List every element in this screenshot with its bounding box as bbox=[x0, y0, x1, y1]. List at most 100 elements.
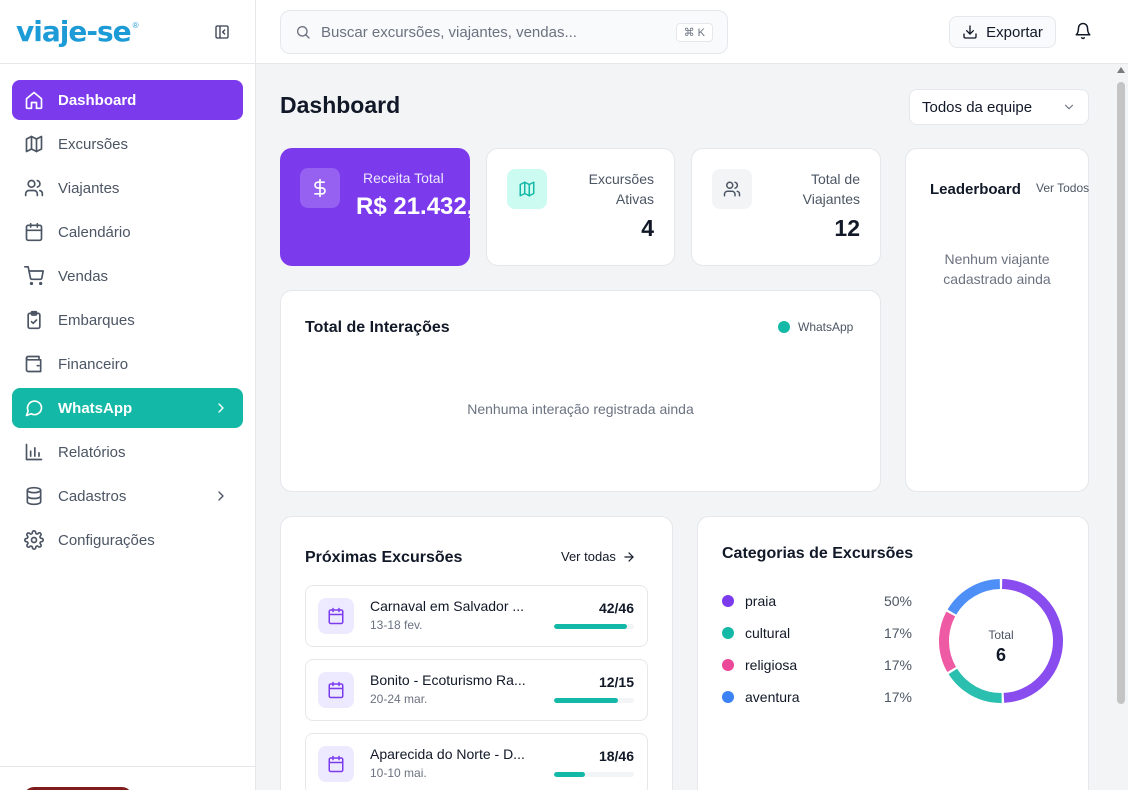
bar-chart-icon bbox=[25, 443, 43, 461]
trip-occupancy: 18/46 bbox=[598, 748, 634, 764]
revenue-card: Receita Total R$ 21.432,00 bbox=[280, 148, 470, 266]
chevron-down-icon bbox=[1064, 104, 1074, 110]
map-icon bbox=[507, 169, 547, 209]
calendar-icon bbox=[318, 672, 354, 708]
trip-occupancy: 42/46 bbox=[598, 600, 634, 616]
sidebar-item-label: Relatórios bbox=[58, 443, 126, 461]
total-travelers-label: Total de Viajantes bbox=[802, 171, 860, 207]
revenue-label: Receita Total bbox=[363, 170, 444, 186]
trip-progress-fill bbox=[554, 624, 628, 629]
revenue-value: R$ 21.432,00 bbox=[356, 193, 470, 220]
clipboard-check-icon bbox=[27, 310, 41, 330]
trip-item[interactable]: Bonito - Ecoturismo Ra... 20-24 mar. 12/… bbox=[305, 659, 648, 721]
donut-total-label: Total bbox=[988, 628, 1013, 642]
category-name: cultural bbox=[745, 625, 791, 641]
category-percent: 17% bbox=[883, 657, 912, 673]
category-row: cultural 17% bbox=[722, 617, 912, 649]
sidebar-item-label: Cadastros bbox=[58, 487, 127, 505]
search-input[interactable]: Buscar excursões, viajantes, vendas... ⌘… bbox=[280, 10, 728, 54]
logo[interactable]: viaje-se ® bbox=[16, 15, 139, 48]
category-percent: 17% bbox=[883, 625, 912, 641]
category-name: praia bbox=[745, 593, 777, 609]
trip-item[interactable]: Aparecida do Norte - D... 10-10 mai. 18/… bbox=[305, 733, 648, 790]
sidebar-item-label: Viajantes bbox=[58, 179, 120, 197]
sidebar-item-cadastros[interactable]: Cadastros bbox=[12, 476, 243, 516]
donut-slice-religiosa bbox=[939, 611, 957, 673]
trip-progress-bar bbox=[554, 624, 634, 629]
leaderboard-card: Leaderboard Ver Todos Nenhum viajante ca… bbox=[905, 148, 1089, 492]
sidebar-item-viajantes[interactable]: Viajantes bbox=[12, 168, 243, 208]
map-icon bbox=[25, 135, 43, 153]
category-percent: 50% bbox=[883, 593, 912, 609]
donut-slice-cultural bbox=[948, 668, 1002, 703]
sidebar-nav: Dashboard Excursões Viajantes Calendário… bbox=[0, 64, 255, 576]
team-filter-select[interactable]: Todos da equipe bbox=[909, 89, 1089, 125]
chevron-right-icon bbox=[218, 491, 224, 501]
legend-label: WhatsApp bbox=[798, 320, 854, 334]
upcoming-view-all-link[interactable]: Ver todas bbox=[561, 549, 636, 564]
sidebar-item-embarques[interactable]: Embarques bbox=[12, 300, 243, 340]
categories-donut-chart: Total 6 bbox=[939, 579, 1063, 703]
cart-icon bbox=[24, 266, 44, 286]
active-excursions-card: Excursões Ativas 4 bbox=[486, 148, 675, 266]
sidebar-item-dashboard[interactable]: Dashboard bbox=[12, 80, 243, 120]
upcoming-title: Próximas Excursões bbox=[305, 549, 463, 566]
users-icon bbox=[712, 169, 752, 209]
sidebar-item-relatorios[interactable]: Relatórios bbox=[12, 432, 243, 472]
sidebar-item-configuracoes[interactable]: Configurações bbox=[12, 520, 243, 560]
chevron-right-icon bbox=[218, 403, 224, 413]
sidebar-footer bbox=[0, 766, 255, 790]
trip-item[interactable]: Carnaval em Salvador ... 13-18 fev. 42/4… bbox=[305, 585, 648, 647]
upcoming-excursions-card: Próximas Excursões Ver todas Carnaval em… bbox=[280, 516, 673, 790]
category-dot bbox=[722, 627, 734, 639]
calendar-icon bbox=[318, 598, 354, 634]
calendar-icon bbox=[318, 746, 354, 782]
categories-card: Categorias de Excursões praia 50% cultur… bbox=[697, 516, 1089, 790]
sidebar-item-calendario[interactable]: Calendário bbox=[12, 212, 243, 252]
total-travelers-value: 12 bbox=[834, 215, 860, 241]
trip-name: Bonito - Ecoturismo Ra... bbox=[370, 672, 526, 688]
sidebar-footer-button[interactable] bbox=[24, 787, 132, 790]
calendar-icon bbox=[25, 222, 43, 242]
search-shortcut: ⌘ K bbox=[675, 22, 713, 42]
trip-name: Aparecida do Norte - D... bbox=[370, 746, 525, 762]
dollar-icon bbox=[300, 168, 340, 208]
donut-total-value: 6 bbox=[996, 645, 1006, 665]
message-circle-icon bbox=[25, 400, 43, 417]
active-excursions-label: Excursões Ativas bbox=[588, 171, 654, 207]
bell-icon[interactable] bbox=[1074, 22, 1092, 45]
home-icon bbox=[25, 91, 43, 110]
export-label: Exportar bbox=[986, 23, 1043, 41]
interactions-legend: WhatsApp bbox=[778, 320, 853, 334]
scrollbar[interactable] bbox=[1114, 64, 1128, 790]
sidebar-item-label: WhatsApp bbox=[58, 399, 133, 417]
sidebar-item-label: Embarques bbox=[58, 311, 135, 329]
categories-title: Categorias de Excursões bbox=[722, 545, 914, 562]
sidebar-collapse-icon[interactable] bbox=[213, 23, 231, 41]
category-dot bbox=[722, 691, 734, 703]
scrollbar-thumb[interactable] bbox=[1117, 82, 1125, 704]
sidebar-item-label: Vendas bbox=[58, 267, 109, 285]
export-button[interactable]: Exportar bbox=[949, 16, 1056, 48]
sidebar-item-label: Excursões bbox=[58, 135, 129, 153]
arrow-right-icon bbox=[624, 551, 634, 562]
page-title: Dashboard bbox=[280, 92, 401, 118]
gear-icon bbox=[24, 530, 44, 550]
main-content: Dashboard Todos da equipe Receita Total … bbox=[256, 64, 1114, 790]
legend-dot bbox=[778, 321, 790, 333]
scroll-up-arrow-icon[interactable] bbox=[1117, 67, 1125, 73]
sidebar-item-excursoes[interactable]: Excursões bbox=[12, 124, 243, 164]
search-placeholder: Buscar excursões, viajantes, vendas... bbox=[321, 23, 577, 41]
leaderboard-view-all-link[interactable]: Ver Todos bbox=[1036, 181, 1090, 195]
sidebar-item-whatsapp[interactable]: WhatsApp bbox=[12, 388, 243, 428]
sidebar-item-financeiro[interactable]: Financeiro bbox=[12, 344, 243, 384]
sidebar-item-vendas[interactable]: Vendas bbox=[12, 256, 243, 296]
category-dot bbox=[722, 595, 734, 607]
brand-bar: viaje-se ® bbox=[0, 0, 255, 64]
team-filter-value: Todos da equipe bbox=[922, 98, 1033, 116]
interactions-empty-state: Nenhuma interação registrada ainda bbox=[467, 401, 694, 417]
trip-progress-bar bbox=[554, 698, 634, 703]
trip-date: 20-24 mar. bbox=[370, 692, 428, 706]
interactions-title: Total de Interações bbox=[305, 319, 450, 336]
